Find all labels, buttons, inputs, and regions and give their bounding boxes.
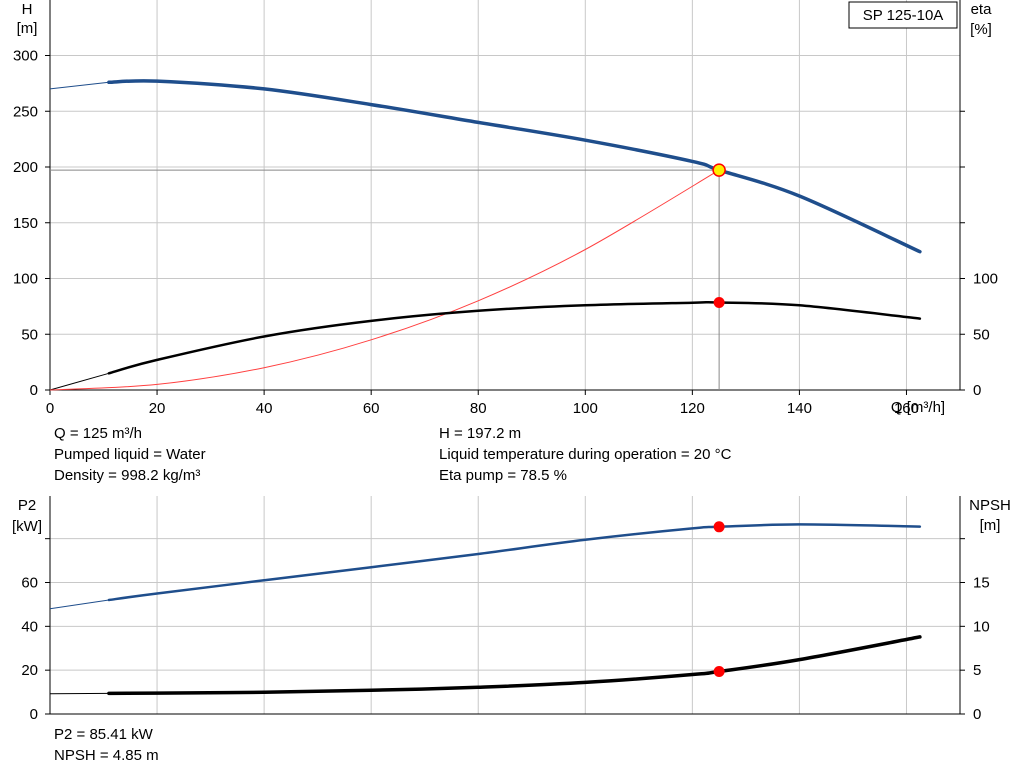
npsh-tick-label: 0 <box>973 706 981 723</box>
eta-tick-label: 100 <box>973 271 998 288</box>
npsh-tick-label: 15 <box>973 575 990 592</box>
curves <box>49 79 922 696</box>
h-tick-label: 50 <box>21 326 38 343</box>
x-tick-label: 120 <box>680 400 705 417</box>
eta-tick-label: 0 <box>973 382 981 399</box>
h-tick-label: 100 <box>13 271 38 288</box>
info-density: Density = 998.2 kg/m³ <box>54 467 201 484</box>
top-right-axis-label-2: [%] <box>970 21 992 38</box>
p2-tick-label: 40 <box>21 618 38 635</box>
x-tick-label: 80 <box>470 400 487 417</box>
p2-curve <box>107 523 922 602</box>
h-tick-label: 0 <box>30 382 38 399</box>
eta-curve <box>107 300 922 375</box>
bottom-right-axis-label-1: NPSH <box>969 497 1011 514</box>
info-temperature: Liquid temperature during operation = 20… <box>439 446 732 463</box>
p2-tick-label: 0 <box>30 706 38 723</box>
info-npsh: NPSH = 4.85 m <box>54 747 159 764</box>
x-axis-label: Q [m³/h] <box>891 399 945 416</box>
info-eta: Eta pump = 78.5 % <box>439 467 567 484</box>
operating-point-p2-marker <box>713 521 725 533</box>
top-info-left: Q = 125 m³/h Pumped liquid = Water Densi… <box>54 423 206 486</box>
h-tick-label: 200 <box>13 159 38 176</box>
bottom-right-axis-label-2: [m] <box>980 517 1001 534</box>
x-tick-label: 60 <box>363 400 380 417</box>
npsh-tick-label: 10 <box>973 618 990 635</box>
operating-point-head-marker <box>712 163 726 177</box>
npsh-curve <box>107 635 922 696</box>
bottom-left-axis-label-2: [kW] <box>12 518 42 535</box>
axes <box>45 0 965 715</box>
h-tick-label: 300 <box>13 48 38 65</box>
eta-tick-label: 50 <box>973 326 990 343</box>
x-tick-label: 160 <box>894 400 919 417</box>
x-tick-label: 20 <box>149 400 166 417</box>
x-tick-label: 40 <box>256 400 273 417</box>
h-tick-label: 250 <box>13 103 38 120</box>
operating-point-eta-marker <box>713 296 725 308</box>
npsh-tick-label: 5 <box>973 662 981 679</box>
system-curve <box>49 169 720 391</box>
grid <box>49 0 960 715</box>
p2-tick-label: 60 <box>21 575 38 592</box>
x-tick-label: 140 <box>787 400 812 417</box>
info-flow: Q = 125 m³/h <box>54 425 142 442</box>
operating-point-npsh-marker <box>713 665 725 677</box>
top-left-axis-label-1: H <box>22 1 33 18</box>
top-info-right: H = 197.2 m Liquid temperature during op… <box>439 423 731 486</box>
bottom-left-axis-label-1: P2 <box>18 497 36 514</box>
head-curve-extrapolated <box>49 81 109 90</box>
bottom-info-left: P2 = 85.41 kW NPSH = 4.85 m <box>54 724 159 766</box>
tick-labels: 0 20 40 60 80 100 120 140 1600501001502002503000… <box>13 48 998 724</box>
model-box <box>848 1 958 29</box>
info-p2: P2 = 85.41 kW <box>54 726 153 743</box>
h-tick-label: 150 <box>13 215 38 232</box>
p2-tick-label: 20 <box>21 662 38 679</box>
top-right-axis-label-1: eta <box>971 1 993 18</box>
x-tick-label: 100 <box>573 400 598 417</box>
model-label: SP 125-10A <box>863 7 944 24</box>
p2-curve-extrapolated <box>49 599 109 610</box>
top-left-axis-label-2: [m] <box>17 20 38 37</box>
eta-curve-extrapolated <box>49 372 110 391</box>
x-tick-label: 0 <box>46 400 54 417</box>
info-head: H = 197.2 m <box>439 425 522 442</box>
info-liquid: Pumped liquid = Water <box>54 446 206 463</box>
head-curve <box>107 79 922 254</box>
